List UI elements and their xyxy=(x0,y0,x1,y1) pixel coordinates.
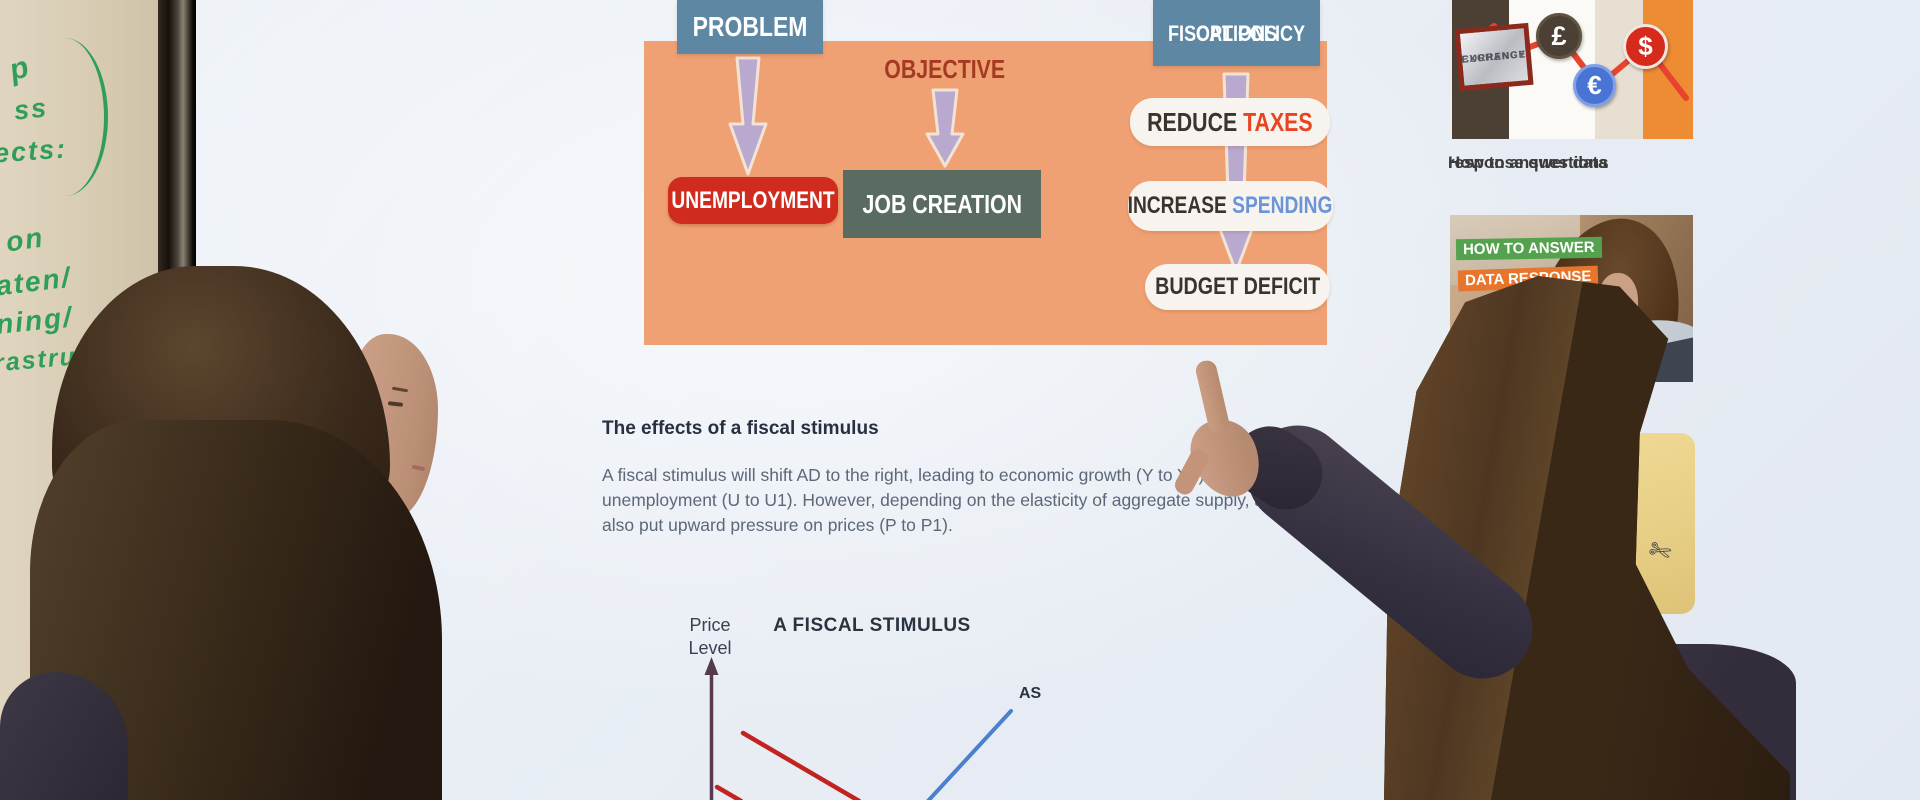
fiscal-policy-options-box: FISCAL POLICY OPTIONS xyxy=(1153,0,1320,66)
budget-deficit-box: BUDGET DEFICIT xyxy=(1145,264,1330,310)
scissors-icon: ✄ xyxy=(1645,533,1676,569)
increase-label: INCREASE xyxy=(1128,192,1233,219)
reduce-label: REDUCE xyxy=(1147,106,1244,137)
problem-header-box: PROBLEM xyxy=(677,0,823,54)
problem-header-label: PROBLEM xyxy=(692,11,808,42)
unemployment-box: UNEMPLOYMENT xyxy=(668,177,838,224)
increase-spending-box: INCREASE SPENDING xyxy=(1128,181,1333,231)
budget-deficit-label: BUDGET DEFICIT xyxy=(1154,273,1321,300)
article-heading: The effects of a fiscal stimulus xyxy=(602,418,879,439)
whiteboard-note: ss xyxy=(12,92,50,126)
whiteboard-note: p xyxy=(5,49,35,88)
fiscal-policy-options-line1: FISCAL POLICY xyxy=(1168,20,1305,46)
currency-exchange-card: £ € $ CURRENCY EXCHANGE xyxy=(1452,0,1693,139)
unemployment-label: UNEMPLOYMENT xyxy=(671,186,835,214)
pound-coin-icon: £ xyxy=(1536,13,1582,59)
sidebar-heading-line2: response questions xyxy=(1448,153,1609,172)
ad1-curve xyxy=(740,730,862,800)
job-creation-label: JOB CREATION xyxy=(862,188,1022,219)
article-paragraph-line: also put upward pressure on prices (P to… xyxy=(602,515,953,535)
dollar-coin-icon: $ xyxy=(1623,24,1668,69)
job-creation-box: JOB CREATION xyxy=(843,170,1041,238)
arrow-down-icon xyxy=(728,56,768,176)
article-paragraph-line: unemployment (U to U1). However, dependi… xyxy=(602,490,1408,510)
objective-header-label: OBJECTIVE xyxy=(884,53,1006,84)
price-level-label-line2: Level xyxy=(688,638,731,658)
marker-curve xyxy=(42,38,108,196)
spending-label: SPENDING xyxy=(1232,192,1333,219)
fiscal-stimulus-chart: Price Level A FISCAL STIMULUS AS xyxy=(688,615,1042,800)
sidebar-heading-line1: How to answer data xyxy=(1448,153,1608,172)
whiteboard-note: aten/ xyxy=(0,261,73,302)
whiteboard-note: ning/ xyxy=(0,301,75,340)
objective-header: OBJECTIVE xyxy=(880,54,1010,84)
person-left-shoulder xyxy=(0,672,128,800)
euro-coin-icon: € xyxy=(1573,64,1616,107)
as-curve xyxy=(926,709,1013,800)
article-paragraph-line: A fiscal stimulus will shift AD to the r… xyxy=(602,465,1299,485)
how-to-answer-banner: HOW TO ANSWER xyxy=(1455,236,1602,261)
card-stripe xyxy=(1643,0,1693,139)
reduce-taxes-box: REDUCE TAXES xyxy=(1130,98,1330,146)
as-curve-label: AS xyxy=(1019,685,1042,702)
axis-arrow-icon xyxy=(704,657,719,675)
whiteboard-note: on xyxy=(3,221,47,258)
fiscal-policy-options-line2: OPTIONS xyxy=(1195,20,1278,46)
price-level-label-line1: Price xyxy=(689,615,730,635)
chart-title: A FISCAL STIMULUS xyxy=(773,615,970,636)
arrow-down-icon xyxy=(925,88,965,168)
ad-curve xyxy=(714,784,744,800)
whiteboard-note: ects: xyxy=(0,133,68,169)
taxes-label: TAXES xyxy=(1243,106,1313,137)
currency-exchange-sign: CURRENCY EXCHANGE xyxy=(1454,22,1534,92)
